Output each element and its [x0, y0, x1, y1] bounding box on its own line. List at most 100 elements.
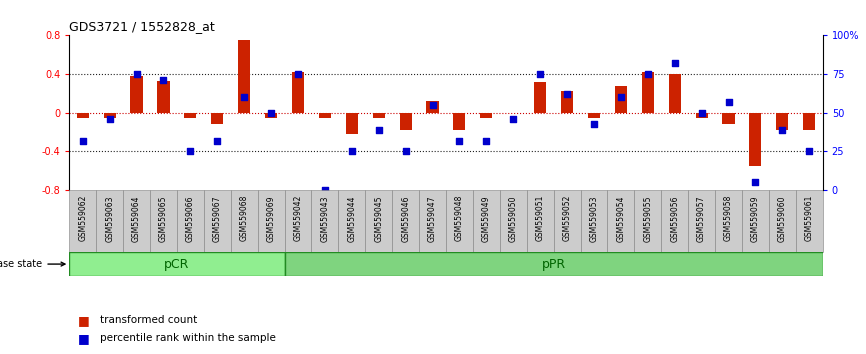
Bar	[446, 190, 473, 252]
Text: GSM559069: GSM559069	[267, 195, 275, 241]
Point	[291, 71, 305, 77]
Point	[721, 99, 735, 105]
Bar	[238, 40, 250, 113]
Bar	[481, 113, 493, 118]
Bar	[265, 113, 277, 118]
Bar	[426, 101, 438, 113]
Text: GSM559046: GSM559046	[401, 195, 410, 241]
Bar	[796, 190, 823, 252]
Bar	[285, 190, 312, 252]
Point	[130, 71, 144, 77]
Bar	[292, 72, 304, 113]
Bar	[500, 190, 527, 252]
Text: GSM559065: GSM559065	[159, 195, 168, 241]
Point	[264, 110, 278, 116]
Text: ■: ■	[78, 332, 90, 344]
Point	[533, 71, 547, 77]
Text: percentile rank within the sample: percentile rank within the sample	[100, 333, 275, 343]
Text: GSM559056: GSM559056	[670, 195, 679, 241]
Bar	[399, 113, 411, 130]
Text: GSM559068: GSM559068	[240, 195, 249, 241]
Point	[157, 78, 171, 83]
Point	[345, 149, 359, 154]
Bar	[473, 190, 500, 252]
Point	[237, 95, 251, 100]
Bar	[669, 74, 681, 113]
Bar	[615, 86, 627, 113]
Text: pCR: pCR	[165, 258, 190, 270]
Text: disease state: disease state	[0, 259, 65, 269]
Point	[668, 61, 682, 66]
Text: GSM559052: GSM559052	[563, 195, 572, 241]
Text: GSM559066: GSM559066	[186, 195, 195, 241]
Bar	[642, 72, 654, 113]
Text: GSM559055: GSM559055	[643, 195, 652, 241]
Text: GSM559049: GSM559049	[481, 195, 491, 241]
Point	[398, 149, 412, 154]
Point	[184, 149, 197, 154]
Point	[425, 102, 439, 108]
Text: GSM559043: GSM559043	[320, 195, 329, 241]
Bar	[776, 113, 788, 130]
Bar	[184, 113, 197, 118]
Bar	[803, 113, 815, 130]
Point	[802, 149, 816, 154]
Bar	[372, 113, 385, 118]
Text: pPR: pPR	[541, 258, 565, 270]
Point	[453, 138, 467, 143]
Text: GSM559051: GSM559051	[536, 195, 545, 241]
Text: ■: ■	[78, 314, 90, 327]
Text: GSM559044: GSM559044	[347, 195, 356, 241]
Bar	[534, 82, 546, 113]
Bar	[312, 190, 339, 252]
Text: GSM559057: GSM559057	[697, 195, 706, 241]
Bar	[123, 190, 150, 252]
Bar	[607, 190, 634, 252]
Bar	[527, 190, 553, 252]
Bar	[662, 190, 688, 252]
Point	[507, 116, 520, 122]
Point	[318, 187, 332, 193]
Bar	[742, 190, 769, 252]
Text: GSM559053: GSM559053	[590, 195, 598, 241]
Bar	[258, 190, 285, 252]
Text: GSM559054: GSM559054	[617, 195, 625, 241]
Bar	[104, 113, 116, 118]
Bar	[715, 190, 742, 252]
Point	[103, 116, 117, 122]
Text: GSM559062: GSM559062	[78, 195, 87, 241]
Bar	[69, 190, 96, 252]
Bar	[365, 190, 392, 252]
Text: GSM559048: GSM559048	[455, 195, 464, 241]
Bar	[131, 76, 143, 113]
Point	[695, 110, 708, 116]
Bar	[339, 190, 365, 252]
Point	[372, 127, 385, 133]
Bar	[722, 113, 734, 124]
Bar	[634, 190, 662, 252]
Bar	[346, 113, 358, 134]
Bar	[77, 113, 89, 118]
Bar	[588, 113, 600, 118]
Bar	[419, 190, 446, 252]
Bar	[580, 190, 607, 252]
Bar	[769, 190, 796, 252]
Bar	[96, 190, 123, 252]
Bar	[749, 113, 761, 166]
Bar	[553, 190, 580, 252]
Text: transformed count: transformed count	[100, 315, 197, 325]
Bar	[392, 190, 419, 252]
Point	[614, 95, 628, 100]
Point	[641, 71, 655, 77]
Bar	[561, 91, 573, 113]
Bar	[230, 190, 258, 252]
Bar	[211, 113, 223, 124]
Point	[560, 91, 574, 97]
Bar	[695, 113, 708, 118]
Text: GSM559059: GSM559059	[751, 195, 760, 241]
Bar	[319, 113, 331, 118]
Text: GSM559063: GSM559063	[105, 195, 114, 241]
Point	[775, 127, 789, 133]
Bar	[177, 190, 204, 252]
Bar	[69, 252, 285, 276]
